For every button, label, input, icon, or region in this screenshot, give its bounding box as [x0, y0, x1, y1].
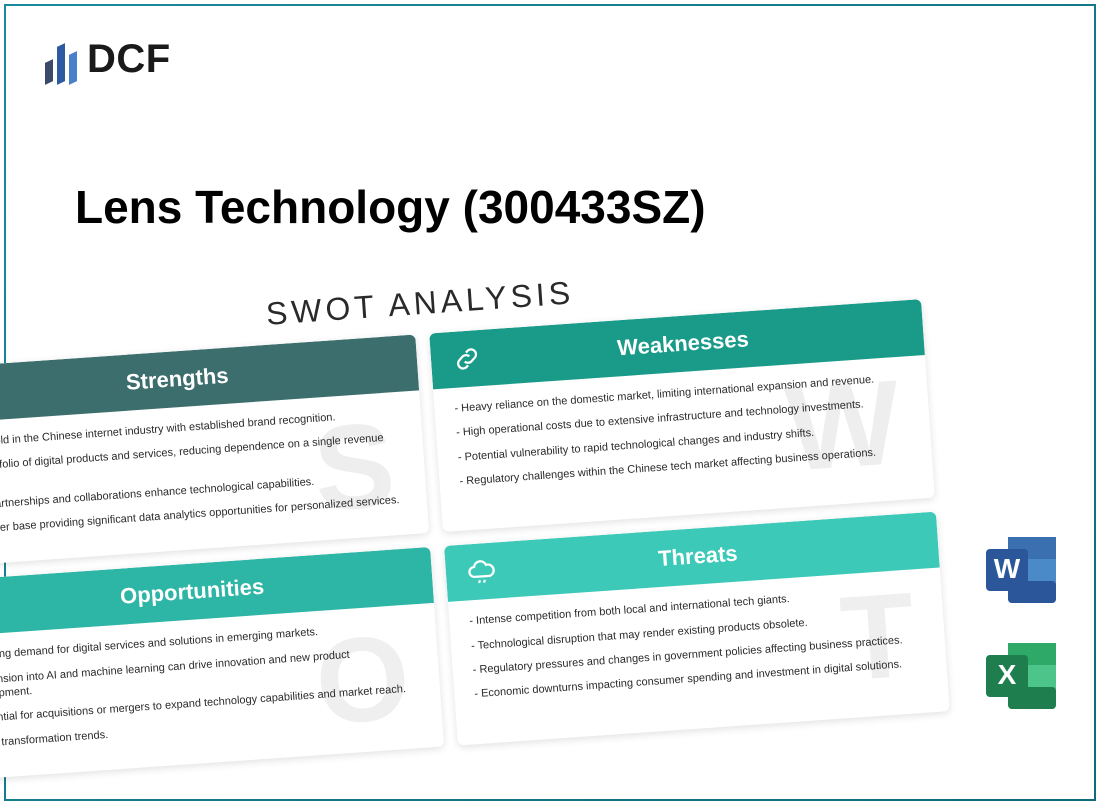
page-title: Lens Technology (300433SZ) [75, 180, 706, 234]
logo-bars-icon [45, 35, 77, 83]
cloud-icon [465, 555, 499, 589]
swot-card-strengths: Strengthsong foothold in the Chinese int… [0, 334, 429, 567]
swot-card-weaknesses: Weaknesses- Heavy reliance on the domest… [429, 299, 935, 532]
swot-card-threats: Threats- Intense competition from both l… [444, 512, 950, 745]
file-icons: W X [982, 531, 1060, 715]
link-icon [450, 342, 484, 376]
swot-body-strengths: ong foothold in the Chinese internet ind… [0, 390, 429, 568]
word-icon: W [982, 531, 1060, 609]
swot-card-opportunities: Opportunities- Growing demand for digita… [0, 547, 444, 780]
swot-analysis: SWOT ANALYSIS Strengthsong foothold in t… [0, 250, 950, 781]
logo-text: DCF [87, 37, 171, 82]
excel-icon: X [982, 637, 1060, 715]
svg-text:W: W [994, 553, 1021, 584]
dcf-logo: DCF [45, 35, 171, 83]
swot-grid: Strengthsong foothold in the Chinese int… [0, 299, 950, 781]
svg-text:X: X [998, 659, 1017, 690]
